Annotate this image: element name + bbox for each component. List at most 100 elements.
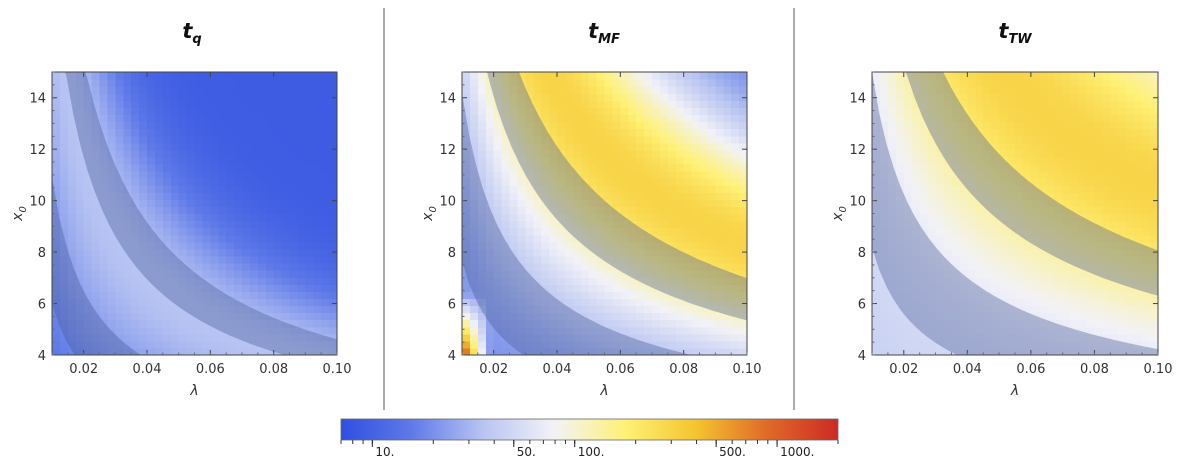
heatmap-cell — [194, 255, 204, 264]
heatmap-cell — [564, 121, 574, 130]
heatmap-cell — [1038, 163, 1048, 172]
heatmap-cell — [1054, 284, 1064, 292]
heatmap-cell — [501, 121, 511, 130]
heatmap-cell — [887, 298, 897, 307]
heatmap-cell — [723, 142, 732, 151]
heatmap-cell — [234, 347, 243, 356]
heatmap-cell — [525, 128, 534, 137]
heatmap-cell — [249, 93, 259, 101]
heatmap-cell — [289, 248, 299, 257]
heatmap-cell — [887, 114, 897, 123]
heatmap-cell — [951, 128, 960, 137]
heatmap-cell — [162, 305, 172, 314]
heatmap-cell — [493, 185, 503, 193]
heatmap-cell — [549, 326, 558, 335]
heatmap-cell — [249, 163, 259, 172]
heatmap-cell — [991, 192, 1000, 200]
heatmap-cell — [1070, 149, 1080, 158]
heatmap-cell — [659, 114, 669, 123]
heatmap-cell — [691, 171, 701, 179]
heatmap-cell — [194, 163, 204, 172]
heatmap-cell — [943, 340, 953, 349]
heatmap-cell — [739, 79, 748, 87]
heatmap-cell — [321, 319, 330, 328]
heatmap-cell — [1078, 270, 1088, 278]
heatmap-cell — [943, 206, 953, 215]
heatmap-cell — [115, 319, 124, 328]
heatmap-cell — [59, 263, 69, 271]
heatmap-cell — [525, 178, 534, 186]
heatmap-cell — [477, 326, 487, 335]
heatmap-cell — [131, 220, 140, 229]
heatmap-cell — [1110, 72, 1119, 80]
heatmap-cell — [265, 135, 275, 144]
heatmap-cell — [636, 114, 645, 123]
heatmap-cell — [91, 347, 101, 356]
heatmap-cell — [1022, 241, 1032, 250]
heatmap-cell — [723, 347, 732, 356]
heatmap-cell — [959, 277, 968, 285]
heatmap-cell — [99, 291, 109, 299]
shaded-band — [462, 93, 692, 355]
heatmap-cell — [493, 156, 503, 165]
heatmap-cell — [1126, 163, 1135, 172]
heatmap-cell — [1015, 213, 1024, 222]
heatmap-cell — [731, 100, 740, 108]
heatmap-cell — [273, 135, 283, 144]
heatmap-cell — [462, 319, 471, 328]
heatmap-cell — [596, 305, 606, 314]
heatmap-cell — [115, 305, 124, 314]
heatmap-cell — [67, 107, 77, 116]
heatmap-cell — [991, 248, 1000, 257]
heatmap-cell — [485, 185, 495, 193]
heatmap-cell — [273, 114, 283, 123]
heatmap-cell — [612, 149, 621, 158]
heatmap-cell — [903, 86, 913, 94]
heatmap-cell — [887, 100, 897, 108]
heatmap-cell — [1022, 298, 1032, 307]
heatmap-cell — [691, 72, 701, 80]
heatmap-cell — [691, 192, 701, 200]
heatmap-cell — [99, 248, 109, 257]
heatmap-cell — [564, 291, 574, 299]
heatmap-cell — [903, 284, 913, 292]
heatmap-cell — [715, 100, 724, 108]
heatmap-cell — [1054, 305, 1064, 314]
heatmap-cell — [943, 171, 953, 179]
heatmap-cell — [683, 220, 693, 229]
heatmap-cell — [911, 347, 921, 356]
heatmap-cell — [501, 178, 511, 186]
heatmap-cell — [99, 234, 109, 243]
heatmap-cell — [1054, 277, 1064, 285]
heatmap-cell — [477, 93, 487, 101]
heatmap-cell — [485, 305, 495, 314]
heatmap-cell — [1007, 192, 1016, 200]
heatmap-cell — [1015, 199, 1024, 208]
heatmap-cell — [999, 149, 1008, 158]
heatmap-cell — [131, 142, 140, 151]
heatmap-cell — [879, 312, 889, 321]
heatmap-cell — [935, 206, 945, 215]
heatmap-cell — [1015, 72, 1024, 80]
heatmap-cell — [549, 305, 558, 314]
heatmap-cell — [131, 270, 140, 278]
shaded-band — [905, 72, 1158, 296]
heatmap-cell — [517, 326, 526, 335]
heatmap-cell — [67, 312, 77, 321]
heatmap-cell — [675, 149, 685, 158]
heatmap-cell — [1086, 263, 1096, 271]
heatmap-cell — [210, 128, 219, 137]
heatmap-cell — [329, 107, 338, 116]
heatmap-cell — [281, 340, 291, 349]
heatmap-cell — [249, 107, 259, 116]
heatmap-cell — [234, 135, 243, 144]
heatmap-cell — [911, 72, 921, 80]
heatmap-cell — [462, 185, 471, 193]
heatmap-cell — [580, 135, 590, 144]
heatmap-cell — [975, 206, 984, 215]
heatmap-cell — [170, 255, 180, 264]
heatmap-cell — [999, 100, 1008, 108]
heatmap-cell — [501, 347, 511, 356]
heatmap-cell — [612, 156, 621, 165]
heatmap-cell — [281, 100, 291, 108]
